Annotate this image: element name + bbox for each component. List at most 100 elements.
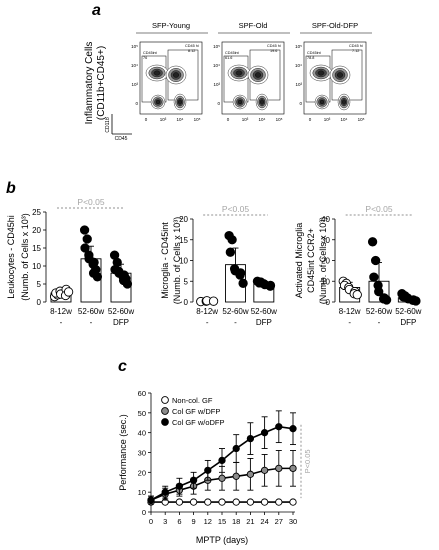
b-group-sublabel: - <box>348 318 351 327</box>
b-group-sublabel: - <box>60 318 63 327</box>
facs-plot-frame <box>303 41 367 115</box>
c-data-point <box>289 425 297 433</box>
facs-density-contour <box>235 70 243 76</box>
b-group-label: 52-60w <box>222 307 248 316</box>
facs-x-tick: 10³ <box>324 117 331 122</box>
b-data-point <box>411 296 421 306</box>
panel-c: c 0 10 20 30 40 50 60 0 3 6 9 12 15 18 21 24 27 30 Perform… <box>118 358 312 545</box>
facs-y-tick: 0 <box>135 101 138 106</box>
facs-x-tick: 10⁵ <box>358 117 365 122</box>
b-y-tick-label: 15 <box>179 236 188 245</box>
b-y-tick-label: 10 <box>32 262 41 271</box>
c-data-point <box>147 496 155 504</box>
b-group-sublabel: DFP <box>113 318 129 327</box>
b-y-axis-label: Activated Microglia <box>294 223 304 299</box>
c-legend-marker <box>161 396 169 404</box>
c-y-tick-label: 40 <box>138 429 146 438</box>
facs-x-tick: 10⁴ <box>341 117 348 122</box>
panel-letter-b: b <box>6 180 16 197</box>
b-significance-label: P<0.05 <box>222 204 249 214</box>
b-group-label: 52-60w <box>366 307 392 316</box>
b-data-point <box>92 272 103 282</box>
b-group-label: 52-60w <box>108 307 134 316</box>
b-charts: 0 5 10 15 20 25 Leukocytes - CD45hi (Numb. of C… <box>6 197 422 327</box>
c-y-tick-label: 30 <box>138 449 146 458</box>
facs-plots: SFP-Young 10⁵ 10⁴ 10³ 0 0 10³ 10⁴ 10⁵ CD45int 76 CD… <box>131 21 372 122</box>
c-x-axis-label: MPTP (days) <box>196 535 248 545</box>
b-data-point <box>82 234 92 244</box>
b-data-point <box>208 296 219 306</box>
b-data-point <box>367 237 378 247</box>
c-y-tick-label: 60 <box>138 389 146 398</box>
c-data-point <box>204 498 212 506</box>
c-data-point <box>232 472 240 480</box>
c-legend-label: Col GF w/oDFP <box>172 418 225 427</box>
facs-y-tick: 10³ <box>213 82 220 87</box>
panel-letter-a: a <box>92 2 101 19</box>
b-data-point <box>374 286 384 297</box>
facs-density-contour <box>153 70 161 76</box>
facs-y-tick: 10⁵ <box>131 44 138 49</box>
facs-y-tick: 10⁴ <box>131 63 138 68</box>
c-data-point <box>275 464 283 473</box>
b-data-point <box>227 235 237 245</box>
b-y-tick-label: 10 <box>321 277 330 286</box>
b-group-sublabel: - <box>206 318 209 327</box>
b-significance-label: P<0.05 <box>77 197 104 207</box>
c-data-point <box>275 423 283 431</box>
facs-gate-value-high: 19.6 <box>270 49 277 53</box>
c-x-tick-label: 9 <box>192 517 196 526</box>
b-y-tick-label: 20 <box>179 215 188 224</box>
c-data-point <box>246 498 255 506</box>
facs-gate-label-high: CD45 hi <box>185 44 199 48</box>
b-data-point <box>369 272 379 282</box>
b-y-tick-label: 5 <box>184 277 189 286</box>
facs-density-contour <box>260 99 264 105</box>
b-y-axis-label: (Numb. of Cells x 10³) <box>172 217 182 305</box>
c-data-point <box>232 498 240 506</box>
b-group-label: 52-60w <box>251 307 277 316</box>
facs-density-contour <box>178 99 182 105</box>
facs-y-tick: 0 <box>217 101 220 106</box>
c-data-point <box>218 474 226 482</box>
b-data-point <box>122 279 133 289</box>
facs-gate-value-high: 7.12 <box>352 49 359 53</box>
c-data-point <box>260 498 269 506</box>
b-y-tick-label: 5 <box>37 280 42 289</box>
b-data-point <box>225 247 236 257</box>
c-x-tick-label: 12 <box>204 517 212 526</box>
c-data-point <box>161 488 169 496</box>
facs-title: SFP-Young <box>152 21 190 30</box>
facs-x-tick: 0 <box>309 117 312 122</box>
c-data-point <box>232 444 240 453</box>
c-y-tick-label: 10 <box>138 488 146 497</box>
facs-density-contour <box>319 99 325 105</box>
c-y-tick-label: 0 <box>142 508 146 517</box>
c-chart: 0 10 20 30 40 50 60 0 3 6 9 12 15 18 21 24 27 30 Performan… <box>118 389 312 545</box>
c-data-point <box>260 466 269 474</box>
c-data-point <box>175 498 184 506</box>
facs-gate-label-low: CD45int <box>307 51 322 55</box>
b-y-tick-label: 40 <box>321 215 330 224</box>
b-y-tick-label: 10 <box>179 257 188 266</box>
b-y-tick-label: 20 <box>32 226 41 235</box>
facs-gate-label-high: CD45 hi <box>349 44 363 48</box>
c-data-point <box>246 434 255 443</box>
b-group-label: 8-12w <box>196 307 218 316</box>
facs-gate-label-high: CD45 hi <box>267 44 281 48</box>
c-x-tick-label: 15 <box>218 517 226 526</box>
c-data-point <box>189 476 198 484</box>
c-data-point <box>289 464 297 473</box>
facs-x-tick: 10⁴ <box>259 117 266 122</box>
c-data-point <box>275 498 283 506</box>
facs-x-tick: 10⁵ <box>194 117 201 122</box>
facs-plot-frame <box>139 41 203 115</box>
facs-gate-value-low: 76 <box>143 56 147 60</box>
facs-title: SPF-Old <box>239 21 268 30</box>
b-data-point <box>265 281 275 291</box>
facs-x-tick: 10³ <box>160 117 167 122</box>
b-data-point <box>370 255 381 266</box>
b-y-tick-label: 0 <box>184 298 189 307</box>
b-group-sublabel: - <box>90 318 93 327</box>
